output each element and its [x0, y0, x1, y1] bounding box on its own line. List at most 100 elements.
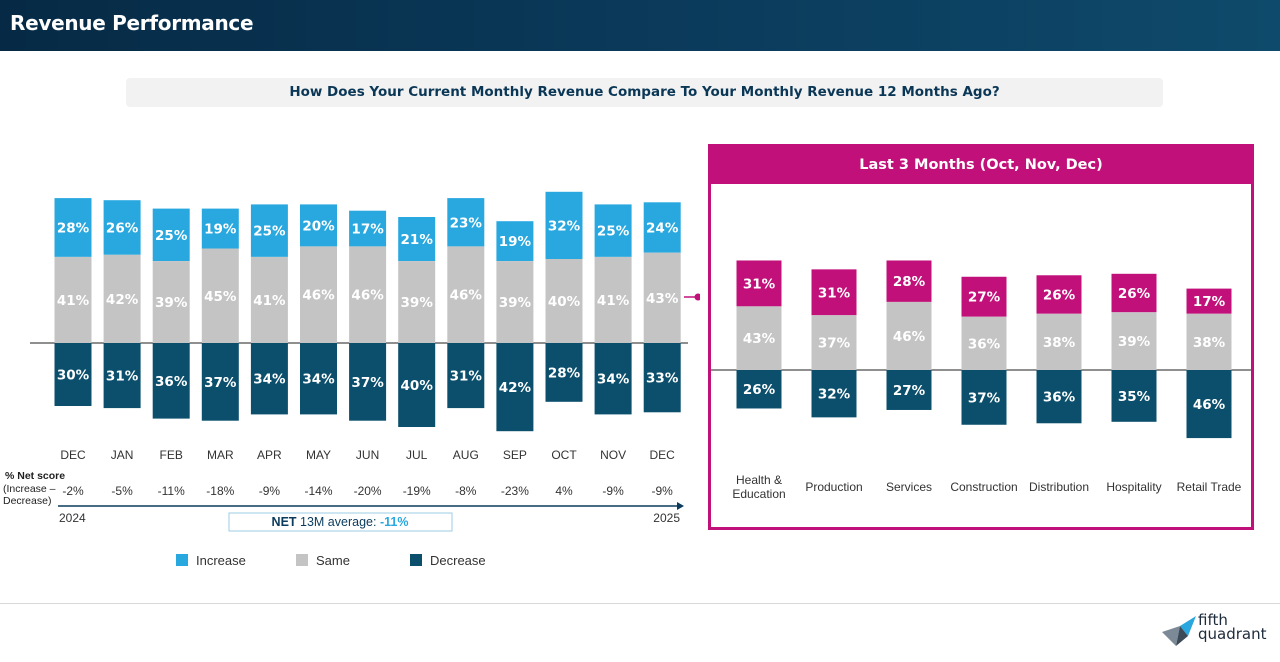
net-score-value: -2% — [62, 484, 84, 498]
page-title: Revenue Performance — [10, 11, 254, 35]
bar-increase — [300, 204, 337, 247]
data-label-increase: 25% — [597, 224, 630, 240]
x-tick-label: AUG — [453, 448, 479, 462]
data-label-increase: 26% — [106, 221, 139, 237]
data-label-decrease: 34% — [253, 372, 286, 388]
data-label-increase: 17% — [351, 222, 384, 238]
data-label-same: 39% — [1118, 334, 1151, 350]
bar-decrease — [54, 343, 92, 406]
data-label-same: 41% — [57, 293, 90, 309]
data-label-same: 41% — [597, 293, 630, 309]
bar-same — [545, 259, 583, 343]
bar-decrease — [643, 343, 681, 413]
bar-increase — [152, 208, 190, 262]
net-score-value: -11% — [158, 484, 185, 498]
data-label-increase: 26% — [1043, 288, 1076, 304]
data-label-increase: 19% — [204, 222, 237, 238]
x-tick-label: Construction — [950, 480, 1017, 494]
data-label-decrease: 34% — [597, 372, 630, 388]
net-score-value: -14% — [304, 484, 332, 498]
data-label-increase: 27% — [968, 290, 1001, 306]
bar-increase — [496, 221, 534, 262]
bar-decrease — [103, 343, 141, 409]
bar-increase — [201, 208, 239, 249]
bar-decrease — [886, 370, 932, 410]
bar-same — [1111, 312, 1157, 370]
x-tick-label: DEC — [60, 448, 86, 462]
bar-decrease — [152, 343, 190, 419]
data-label-decrease: 35% — [1118, 389, 1151, 405]
data-label-decrease: 40% — [401, 378, 434, 394]
bar-increase — [103, 200, 141, 255]
data-label-increase: 25% — [253, 224, 286, 240]
data-label-increase: 19% — [499, 234, 532, 250]
bar-increase — [1111, 273, 1157, 313]
bar-decrease — [961, 370, 1007, 425]
data-label-increase: 31% — [818, 285, 851, 301]
data-label-same: 37% — [818, 336, 851, 352]
net-score-value: -9% — [652, 484, 674, 498]
industry-revenue-chart: 31% 43% 26% Health &Education 31% 37% 32% Produ… — [711, 260, 1251, 501]
monthly-revenue-chart: 28% 41% 30% DEC -2% 26% 42% 31% JAN -5% 25% 39% 36% F… — [3, 191, 700, 568]
bar-decrease — [447, 343, 485, 409]
panel-title: Last 3 Months (Oct, Nov, Dec) — [711, 147, 1251, 184]
bar-decrease — [496, 343, 534, 432]
net-score-value: -23% — [501, 484, 529, 498]
net-score-value: -5% — [111, 484, 133, 498]
data-label-same: 46% — [302, 288, 335, 304]
x-tick-label: Retail Trade — [1177, 480, 1242, 494]
x-tick-label: NOV — [600, 448, 626, 462]
bar-same — [496, 261, 534, 343]
data-label-decrease: 26% — [743, 382, 776, 398]
legend-label: Decrease — [430, 553, 486, 568]
bar-same — [736, 306, 782, 370]
data-label-same: 39% — [499, 295, 532, 311]
data-label-decrease: 31% — [450, 369, 483, 385]
net-score-value: -20% — [354, 484, 382, 498]
bar-decrease — [594, 343, 632, 415]
legend-label: Same — [316, 553, 350, 568]
net-score-value: -9% — [259, 484, 281, 498]
x-tick-label: Education — [732, 487, 785, 501]
data-label-decrease: 46% — [1193, 397, 1226, 413]
bar-increase — [1036, 275, 1082, 314]
data-label-same: 41% — [253, 293, 286, 309]
bar-decrease — [736, 370, 782, 409]
bar-same — [152, 261, 190, 343]
x-tick-label: Health & — [736, 473, 782, 487]
bar-increase — [545, 191, 583, 259]
net-score-label: % Net score — [5, 470, 65, 482]
data-label-increase: 32% — [548, 218, 581, 234]
data-label-increase: 26% — [1118, 286, 1151, 302]
header-bar: Revenue Performance — [0, 0, 1280, 51]
bar-same — [447, 246, 485, 343]
net-score-value: -18% — [206, 484, 234, 498]
bar-decrease — [300, 343, 337, 415]
timeline-arrow-icon — [677, 502, 684, 510]
bar-increase — [961, 276, 1007, 317]
bar-increase — [886, 260, 932, 302]
bar-same — [594, 256, 632, 343]
bar-same — [961, 316, 1007, 370]
bar-decrease — [250, 343, 288, 415]
bar-same — [811, 315, 857, 370]
data-label-same: 38% — [1043, 335, 1076, 351]
data-label-same: 39% — [401, 295, 434, 311]
data-label-same: 40% — [548, 294, 581, 310]
data-label-same: 43% — [646, 291, 679, 307]
net-score-sublabel: Decrease) — [3, 495, 51, 507]
data-label-increase: 24% — [646, 221, 679, 237]
bar-same — [1036, 313, 1082, 370]
data-label-increase: 31% — [743, 276, 776, 292]
x-tick-label: Production — [805, 480, 862, 494]
data-label-increase: 28% — [893, 274, 926, 290]
x-tick-label: JAN — [111, 448, 134, 462]
bar-increase — [811, 269, 857, 316]
logo-text-line1: fifth — [1198, 611, 1228, 629]
last-3-months-panel: Last 3 Months (Oct, Nov, Dec) 31% 43% 26% H… — [708, 144, 1254, 530]
data-label-increase: 25% — [155, 228, 188, 244]
data-label-decrease: 33% — [646, 371, 679, 387]
net-score-value: -8% — [455, 484, 477, 498]
net-average-box — [228, 512, 453, 532]
data-label-decrease: 36% — [155, 374, 188, 390]
